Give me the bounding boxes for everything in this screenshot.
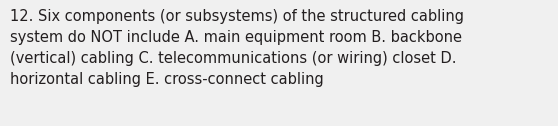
- Text: 12. Six components (or subsystems) of the structured cabling
system do NOT inclu: 12. Six components (or subsystems) of th…: [10, 9, 464, 87]
